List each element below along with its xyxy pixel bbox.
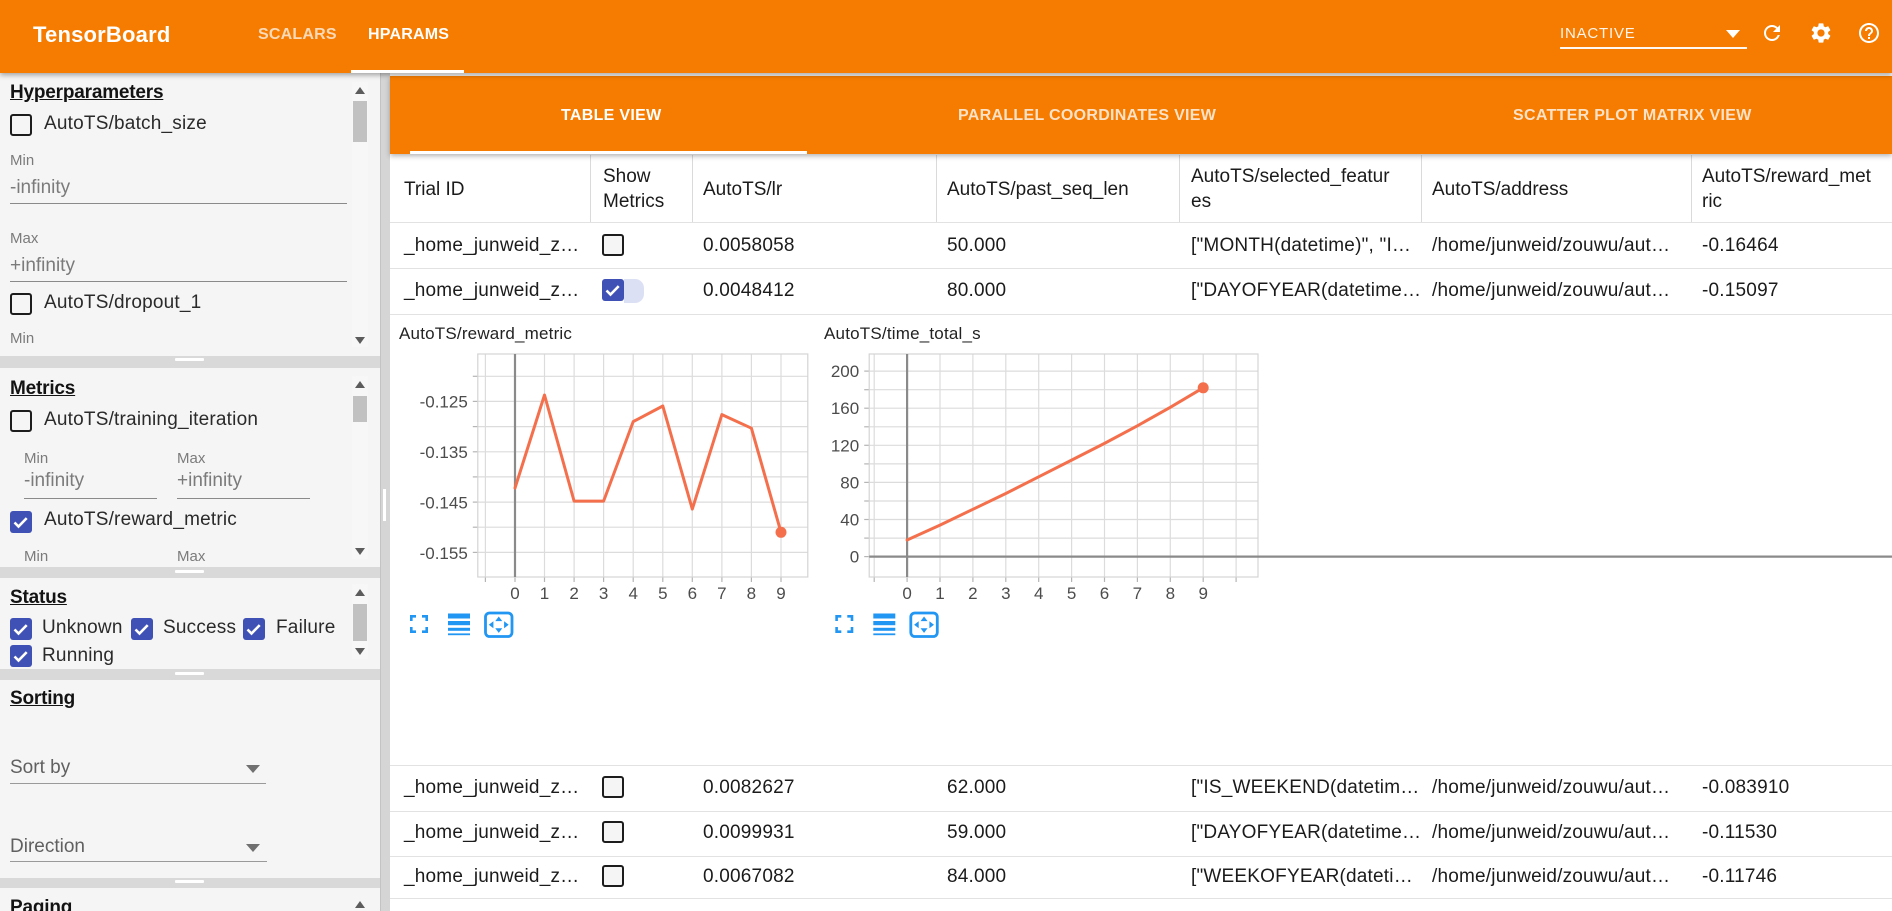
svg-text:7: 7 [1133, 584, 1142, 603]
svg-text:0: 0 [850, 548, 859, 567]
svg-text:80: 80 [840, 473, 859, 492]
svg-text:160: 160 [831, 399, 859, 418]
svg-text:4: 4 [628, 584, 637, 603]
svg-text:40: 40 [840, 511, 859, 530]
svg-text:1: 1 [935, 584, 944, 603]
svg-text:-0.155: -0.155 [420, 544, 468, 563]
svg-text:8: 8 [747, 584, 756, 603]
svg-text:-0.135: -0.135 [420, 443, 468, 462]
svg-text:-0.145: -0.145 [420, 493, 468, 512]
svg-text:6: 6 [1100, 584, 1109, 603]
svg-text:3: 3 [1001, 584, 1010, 603]
svg-text:0: 0 [510, 584, 519, 603]
svg-text:2: 2 [968, 584, 977, 603]
svg-text:0: 0 [902, 584, 911, 603]
svg-text:5: 5 [1067, 584, 1076, 603]
svg-text:200: 200 [831, 362, 859, 381]
svg-text:6: 6 [688, 584, 697, 603]
svg-text:120: 120 [831, 436, 859, 455]
svg-text:3: 3 [599, 584, 608, 603]
svg-text:9: 9 [1198, 584, 1207, 603]
svg-text:5: 5 [658, 584, 667, 603]
svg-text:9: 9 [776, 584, 785, 603]
svg-text:-0.125: -0.125 [420, 393, 468, 412]
svg-text:4: 4 [1034, 584, 1043, 603]
svg-text:8: 8 [1166, 584, 1175, 603]
svg-text:2: 2 [569, 584, 578, 603]
svg-text:1: 1 [540, 584, 549, 603]
svg-text:7: 7 [717, 584, 726, 603]
